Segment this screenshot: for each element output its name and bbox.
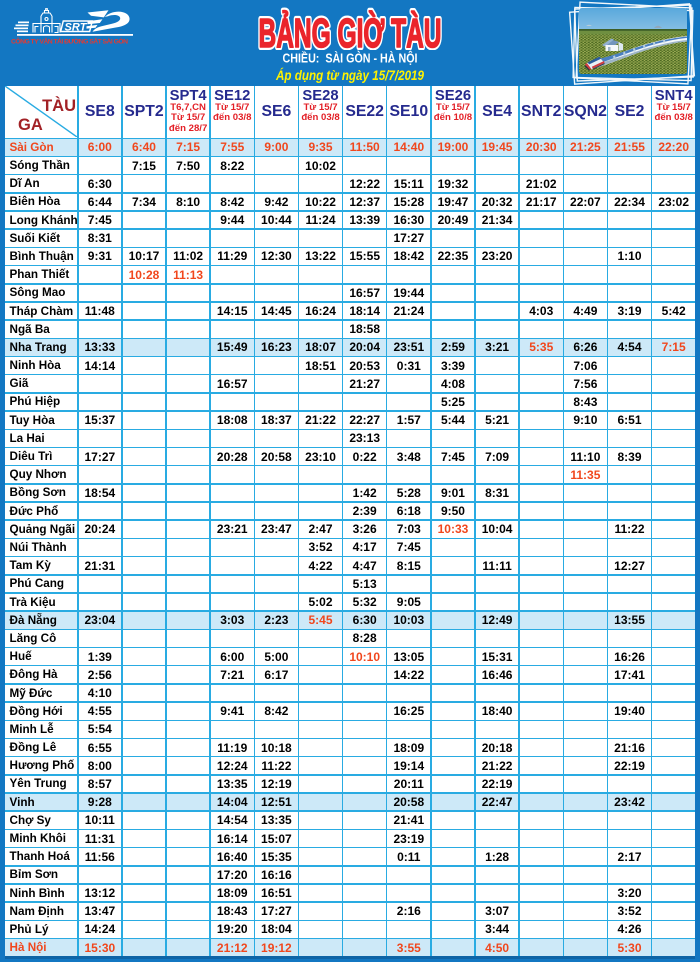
svg-text:BẢNG GIỜ TÀU: BẢNG GIỜ TÀU [259,10,442,50]
svg-text:BẢNG GIỜ TÀU: BẢNG GIỜ TÀU [259,10,442,50]
svg-text:CHIỀU: SÀI GÒN - HÀ NỘI: CHIỀU: SÀI GÒN - HÀ NỘI [283,51,418,66]
svg-text:Áp dụng từ ngày 15/7/2019: Áp dụng từ ngày 15/7/2019 [275,67,424,83]
svg-text:SRT: SRT [65,21,88,33]
svg-text:CÔNG TY VẬN TẢI ĐƯỜNG SẮT SÀI: CÔNG TY VẬN TẢI ĐƯỜNG SẮT SÀI GÒN [11,36,128,45]
